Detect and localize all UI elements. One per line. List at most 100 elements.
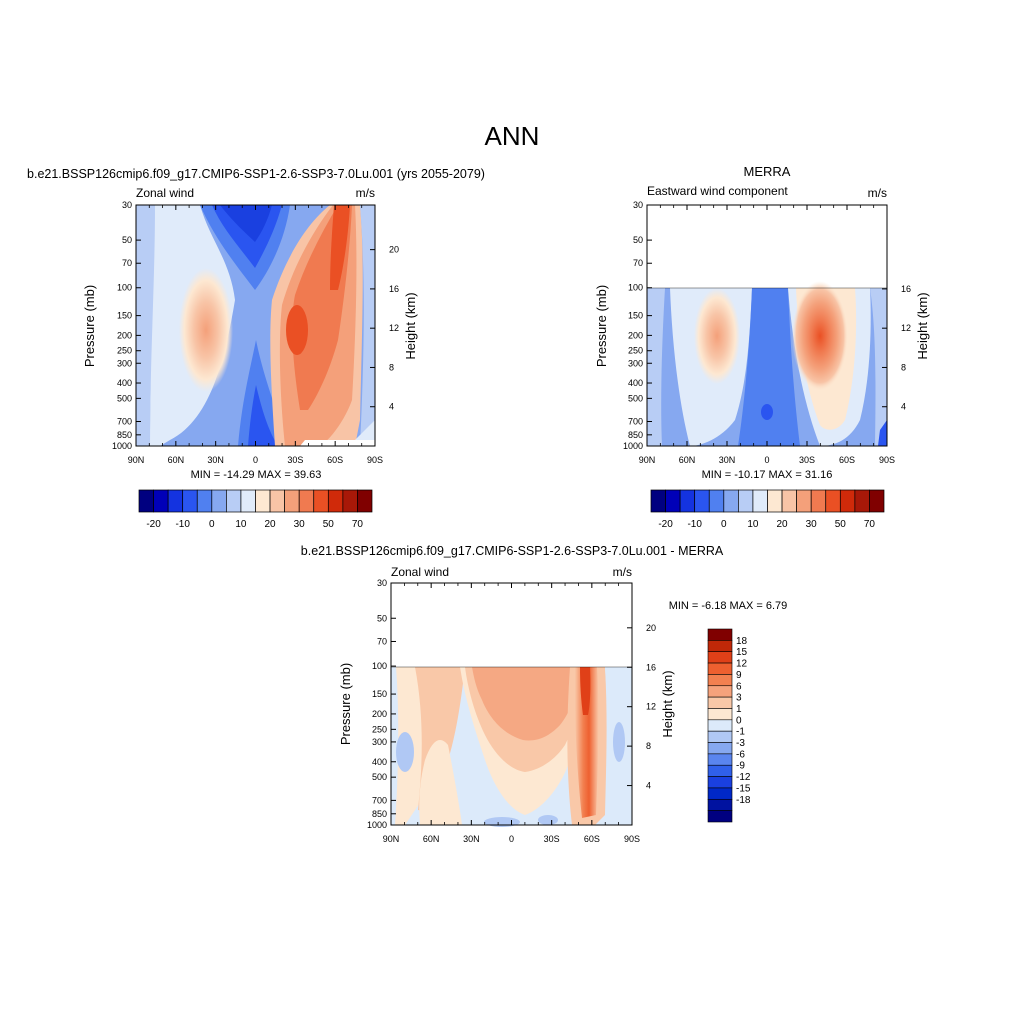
colorbar-swatch: [298, 489, 315, 513]
colorbar-label: 18: [736, 636, 748, 647]
y-tick-label: 850: [117, 430, 132, 440]
colorbar-swatch: [182, 489, 198, 513]
colorbar-swatch: [707, 787, 733, 800]
panel-merra: MERRA Eastward wind component m/s Pressu…: [594, 164, 930, 481]
colorbar-swatch: [810, 489, 827, 513]
colorbar-label: 12: [736, 659, 748, 670]
y-tick-label: 200: [628, 330, 643, 340]
colorbar-label: 3: [736, 693, 742, 704]
panel-model: b.e21.BSSP126cmip6.f09_g17.CMIP6-SSP1-2.…: [27, 167, 485, 481]
y-tick-label: 30: [122, 200, 132, 210]
y2-tick-label: 12: [901, 323, 911, 333]
x-tick-label: 90S: [879, 455, 895, 465]
colorbar-swatch: [707, 776, 733, 789]
colorbar-swatch: [854, 489, 870, 513]
y-tick-label: 150: [372, 689, 387, 699]
x-tick-label: 30S: [544, 834, 560, 844]
colorbar-swatch: [752, 489, 768, 513]
colorbar-swatch: [226, 489, 242, 513]
colorbar-label: -20: [146, 519, 161, 530]
x-tick-label: 30N: [463, 834, 480, 844]
y2-tick-label: 20: [646, 623, 656, 633]
colorbar-label: 50: [323, 519, 335, 530]
stats-label: MIN = -6.18 MAX = 6.79: [669, 600, 788, 612]
colorbar-swatch: [196, 489, 213, 513]
y-tick-label: 700: [372, 795, 387, 805]
colorbar-swatch: [707, 696, 733, 709]
colorbar-swatch: [825, 489, 841, 513]
x-tick-label: 0: [509, 834, 514, 844]
colorbar-label: 20: [265, 519, 277, 530]
colorbar-label: 20: [777, 519, 789, 530]
colorbar-label: 15: [736, 647, 748, 658]
x-tick-label: 0: [764, 455, 769, 465]
colorbar-label: 9: [736, 670, 742, 681]
x-tick-label: 60S: [327, 455, 343, 465]
y-tick-label: 250: [628, 346, 643, 356]
colorbar-swatch: [839, 489, 856, 513]
colorbar-swatch: [665, 489, 681, 513]
y-tick-label: 70: [122, 258, 132, 268]
contour-field: [646, 204, 888, 447]
y-tick-label: 850: [628, 430, 643, 440]
x-tick-label: 90N: [128, 455, 145, 465]
colorbar-label: -9: [736, 761, 745, 772]
y2-tick-label: 8: [901, 362, 906, 372]
colorbar-label: 0: [209, 519, 215, 530]
y-axis-label: Pressure (mb): [594, 285, 609, 367]
y-tick-label: 400: [628, 378, 643, 388]
contour-field: [135, 204, 376, 447]
variable-label: Zonal wind: [136, 186, 194, 200]
y2-tick-label: 4: [646, 781, 651, 791]
y-tick-label: 700: [117, 416, 132, 426]
colorbar-swatch: [707, 742, 733, 755]
colorbar-label: -3: [736, 738, 745, 749]
colorbar-swatch: [796, 489, 812, 513]
y2-axis-label: Height (km): [403, 292, 418, 359]
colorbar-swatch: [679, 489, 696, 513]
y-tick-label: 300: [117, 358, 132, 368]
colorbar-swatch: [342, 489, 358, 513]
y-tick-label: 200: [117, 330, 132, 340]
colorbar-swatch: [707, 708, 733, 721]
colorbar-swatch: [167, 489, 184, 513]
colorbar-swatch: [708, 489, 725, 513]
colorbar-label: 6: [736, 681, 742, 692]
y-tick-label: 300: [372, 737, 387, 747]
colorbar-label: 0: [736, 715, 742, 726]
colorbar-label: -15: [736, 783, 751, 794]
colorbar-model: -20 -10 0 10 20 30 50 70: [138, 489, 373, 530]
colorbar-label: -10: [687, 519, 702, 530]
colorbar-swatch: [284, 489, 300, 513]
y-tick-label: 250: [117, 346, 132, 356]
variable-label: Zonal wind: [391, 565, 449, 579]
colorbar-swatch: [707, 628, 733, 641]
colorbar-swatch: [707, 730, 733, 743]
y-tick-label: 50: [377, 613, 387, 623]
units-label: m/s: [613, 565, 632, 579]
colorbar-swatch: [357, 489, 373, 513]
colorbar-swatch: [327, 489, 344, 513]
x-tick-label: 90N: [383, 834, 400, 844]
y2-tick-label: 16: [901, 284, 911, 294]
y-tick-label: 150: [117, 311, 132, 321]
colorbar-swatch: [694, 489, 710, 513]
colorbar-swatch: [707, 640, 733, 653]
colorbar-swatch: [869, 489, 885, 513]
x-tick-label: 60S: [584, 834, 600, 844]
x-tick-label: 90S: [624, 834, 640, 844]
y-tick-label: 200: [372, 709, 387, 719]
colorbar-label: -18: [736, 795, 751, 806]
colorbar-swatch: [707, 662, 733, 675]
panel-title: MERRA: [744, 164, 791, 179]
colorbar-label: 0: [721, 519, 727, 530]
x-tick-label: 60S: [839, 455, 855, 465]
colorbar-swatch: [211, 489, 227, 513]
colorbar-swatch: [707, 810, 733, 823]
colorbar-swatch: [781, 489, 797, 513]
y2-tick-label: 12: [389, 323, 399, 333]
y-tick-label: 400: [117, 378, 132, 388]
y-axis-label: Pressure (mb): [338, 663, 353, 745]
y-tick-label: 500: [628, 393, 643, 403]
y2-axis-label: Height (km): [660, 670, 675, 737]
